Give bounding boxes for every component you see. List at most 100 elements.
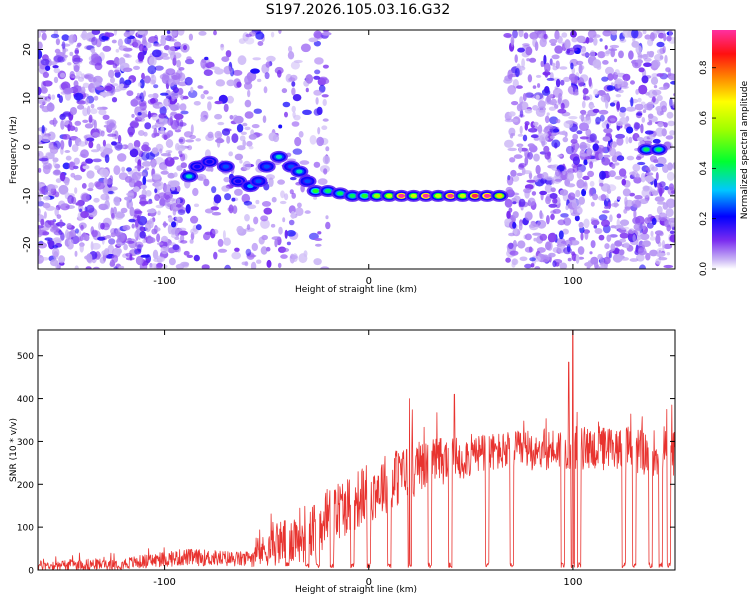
spectrogram-cell bbox=[624, 196, 628, 207]
spectrogram-cell bbox=[655, 234, 661, 245]
spectrogram-cell bbox=[567, 192, 576, 200]
spectrogram-cell bbox=[242, 122, 248, 127]
spectrogram-cell bbox=[180, 153, 186, 162]
spectrogram-cell bbox=[625, 136, 629, 145]
spectrogram-cell bbox=[107, 190, 114, 195]
spectrogram-cell bbox=[75, 202, 79, 206]
spectrogram-cell bbox=[68, 161, 76, 171]
spectrogram-cell bbox=[59, 113, 66, 120]
spectrogram-cell bbox=[536, 219, 547, 229]
spectrogram-cell bbox=[229, 115, 234, 120]
spectrogram-cell bbox=[112, 83, 119, 87]
spectrogram-cell bbox=[522, 170, 532, 175]
spectrogram-cell bbox=[602, 210, 610, 214]
spectrogram-cell bbox=[143, 47, 149, 52]
spectrogram-cell bbox=[590, 201, 595, 207]
spectrogram-cell bbox=[625, 106, 636, 112]
spectrogram-cell bbox=[132, 186, 140, 193]
spectrogram-cell bbox=[82, 119, 89, 124]
spectrogram-cell bbox=[260, 246, 268, 255]
spectrogram-cell bbox=[585, 128, 592, 137]
spectrogram-cell bbox=[41, 86, 47, 93]
spectrogram-cell bbox=[552, 175, 562, 184]
spectrogram-cell bbox=[113, 196, 121, 206]
spectrogram-cell bbox=[633, 209, 637, 219]
spectrogram-cell bbox=[559, 189, 569, 196]
spectrogram-cell bbox=[652, 89, 662, 96]
spectrogram-cell bbox=[151, 228, 158, 235]
spectrogram-cell bbox=[562, 136, 569, 143]
x-tick-label: 0 bbox=[366, 577, 372, 588]
spectrogram-cell bbox=[213, 251, 218, 260]
spectrogram-cell bbox=[563, 247, 572, 255]
spectrogram-cell bbox=[242, 160, 252, 171]
spectrogram-cell bbox=[532, 85, 537, 89]
spectrogram-cell bbox=[641, 117, 646, 123]
spectrogram-cell bbox=[204, 56, 209, 61]
spectrogram-cell bbox=[320, 266, 330, 269]
spectrogram-cell bbox=[213, 30, 217, 36]
spectrogram-cell bbox=[576, 130, 583, 135]
spectrogram-cell bbox=[107, 244, 115, 254]
spectrogram-cell bbox=[555, 60, 560, 69]
spectrogram-cell bbox=[90, 48, 96, 53]
spectrogram-cell bbox=[518, 222, 523, 231]
spectrogram-cell bbox=[84, 123, 94, 129]
spectrogram-cell bbox=[583, 159, 588, 166]
snr-x-ticks: -100 0 100 bbox=[153, 330, 582, 588]
x-tick-label: -100 bbox=[153, 276, 176, 287]
spectrogram-cell bbox=[506, 175, 514, 186]
spectrogram-cell bbox=[135, 241, 144, 249]
spectrogram-cell bbox=[64, 178, 70, 186]
spectrogram-cell bbox=[665, 67, 671, 73]
spectrogram-cell bbox=[294, 136, 302, 147]
spectrogram-cell bbox=[88, 74, 93, 83]
spectrogram-cell bbox=[46, 98, 51, 103]
spectrogram-cell bbox=[523, 188, 532, 194]
spectrogram-cell bbox=[232, 69, 243, 76]
spectrogram-cell bbox=[215, 79, 226, 87]
spectrogram-cell bbox=[580, 232, 584, 241]
spectrogram-cell bbox=[139, 201, 149, 205]
spectrogram-cell bbox=[113, 165, 121, 176]
signal-core bbox=[471, 193, 479, 198]
spectrogram-cell bbox=[63, 87, 73, 95]
spectrogram-cell bbox=[92, 158, 102, 163]
spectrogram-cell bbox=[109, 261, 116, 267]
spectrogram-cell bbox=[524, 263, 532, 269]
spectrogram-cell bbox=[281, 88, 288, 94]
spectrogram-cell bbox=[100, 92, 111, 97]
spectrogram-cell bbox=[69, 229, 77, 238]
spectrogram-cell bbox=[635, 156, 642, 161]
spectrogram-cell bbox=[551, 178, 555, 185]
spectrogram-cell bbox=[217, 248, 228, 253]
spectrogram-cell bbox=[585, 36, 590, 44]
spectrogram-cell bbox=[163, 45, 170, 51]
spectrogram-cell bbox=[599, 38, 603, 42]
spectrogram-cell bbox=[96, 106, 103, 111]
spectrogram-cell bbox=[549, 116, 559, 125]
spectrogram-cell bbox=[511, 175, 520, 182]
spectrogram-cell bbox=[664, 186, 669, 191]
spectrogram-cell bbox=[547, 124, 553, 130]
spectrogram-cell bbox=[669, 234, 675, 243]
spectrogram-cell bbox=[508, 242, 514, 249]
spectrogram-cell bbox=[286, 241, 291, 246]
signal-core bbox=[222, 164, 230, 169]
spectrogram-cell bbox=[128, 178, 136, 188]
spectrogram-cell bbox=[61, 41, 66, 50]
spectrogram-cell bbox=[54, 169, 61, 175]
spectrogram-cell bbox=[178, 150, 183, 155]
spectrogram-cell bbox=[550, 187, 556, 193]
spectrogram-cell bbox=[193, 254, 200, 262]
spectrogram-cell bbox=[68, 34, 77, 44]
spectrogram-cell bbox=[578, 221, 584, 229]
spectrogram-cell bbox=[169, 116, 173, 126]
spectrogram-cell bbox=[266, 55, 276, 63]
spectrogram-cell bbox=[647, 113, 654, 119]
spectrogram-cell bbox=[186, 56, 192, 61]
spectrogram-cell bbox=[292, 94, 302, 102]
spectrogram-cell bbox=[38, 135, 42, 142]
spectrogram-cell bbox=[236, 81, 242, 88]
spectrogram-cell bbox=[160, 92, 169, 96]
